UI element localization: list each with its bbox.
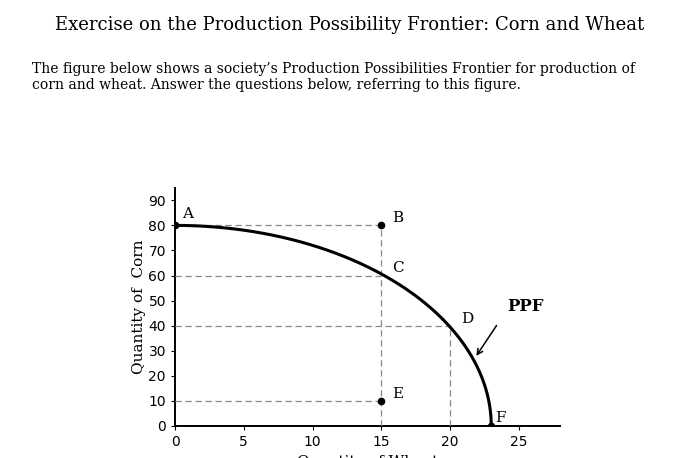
- Text: PPF: PPF: [508, 298, 545, 315]
- Text: Exercise on the Production Possibility Frontier: Corn and Wheat: Exercise on the Production Possibility F…: [55, 16, 645, 34]
- Text: D: D: [461, 312, 473, 326]
- Text: C: C: [392, 261, 404, 275]
- Text: A: A: [182, 207, 193, 221]
- Y-axis label: Quantity of  Corn: Quantity of Corn: [132, 240, 146, 374]
- Text: E: E: [392, 387, 403, 401]
- Text: The figure below shows a society’s Production Possibilities Frontier for product: The figure below shows a society’s Produ…: [32, 62, 634, 92]
- Text: B: B: [392, 211, 403, 224]
- X-axis label: Quantity of Wheat: Quantity of Wheat: [297, 454, 438, 458]
- Text: F: F: [496, 411, 506, 425]
